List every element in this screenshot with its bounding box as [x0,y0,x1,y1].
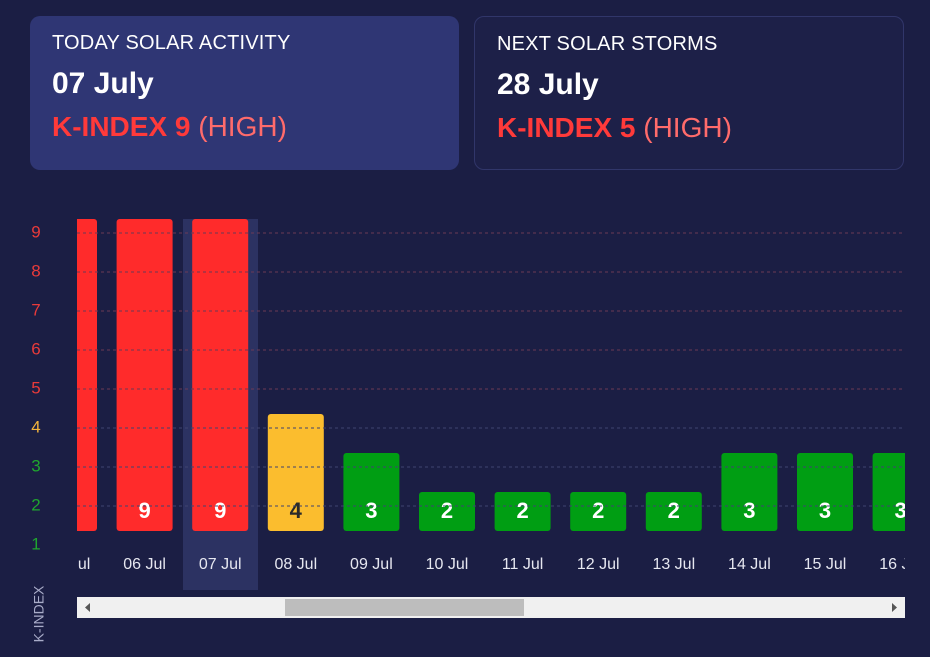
y-tick-label: 2 [31,495,40,514]
bar [721,453,778,531]
bar-value-label: 3 [365,498,377,523]
bar-value-label: 3 [819,498,831,523]
y-tick-label: 8 [31,261,40,280]
bar-value-label: 2 [668,498,680,523]
bar [192,219,249,531]
bar-value-label: 3 [743,498,755,523]
x-tick-label: 10 Jul [426,556,469,573]
y-tick-label: 1 [31,534,40,553]
bar [645,492,702,531]
x-tick-label: 14 Jul [728,556,771,573]
kindex-value: K-INDEX 9 [52,111,191,142]
bar [797,453,853,531]
bar [494,492,551,531]
bar-value-label: 9 [138,498,150,523]
kindex-value: K-INDEX 5 [497,112,636,143]
bar-value-label: 3 [894,498,906,523]
bar [419,492,475,531]
card-kindex: K-INDEX 5 (HIGH) [497,112,881,144]
x-tick-label: 11 Jul [502,556,544,573]
card-date: 28 July [497,68,599,101]
today-card[interactable]: TODAY SOLAR ACTIVITY 07 July K-INDEX 9 (… [30,16,459,170]
x-tick-label: 16 Jul [879,556,922,573]
bar-value-label: 2 [441,498,453,523]
bar-value-label: 9 [63,498,75,523]
x-tick-label: 09 Jul [350,556,393,573]
bar-value-label: 2 [516,498,528,523]
kindex-level: (HIGH) [643,112,732,143]
y-tick-label: 4 [31,417,40,436]
card-label: NEXT SOLAR STORMS [497,33,718,55]
bar [343,453,400,531]
bar [570,492,627,531]
bar [267,414,324,531]
bar-value-label: 9 [214,498,226,523]
scroll-left[interactable] [85,603,90,612]
bar [116,219,173,531]
y-tick-label: 6 [31,339,40,358]
plot-area[interactable]: 9 05 Jul 9 06 Jul 9 07 Jul 4 08 Jul 3 09 Jul 2 10 J… [41,219,929,597]
bar [872,453,905,531]
kindex-level: (HIGH) [198,111,287,142]
scroll-right[interactable] [892,603,897,612]
bar [77,219,97,531]
scroll-thumb[interactable] [285,599,524,616]
y-axis-label: K-INDEX [31,585,47,642]
x-tick-label: 06 Jul [123,556,166,573]
y-tick-label: 3 [31,456,40,475]
card-date: 07 July [52,67,154,100]
y-tick-label: 5 [31,378,40,397]
next-card[interactable]: NEXT SOLAR STORMS 28 July K-INDEX 5 (HIG… [474,16,904,170]
scrollbar[interactable] [77,597,905,618]
x-tick-label: 13 Jul [652,556,695,573]
y-tick-label: 9 [31,222,40,241]
card-label: TODAY SOLAR ACTIVITY [52,32,291,54]
bar-value-label: 4 [290,498,303,523]
y-tick-label: 7 [31,300,40,319]
x-tick-label: 15 Jul [804,556,847,573]
x-tick-label: 08 Jul [274,556,317,573]
bar-value-label: 2 [592,498,604,523]
card-kindex: K-INDEX 9 (HIGH) [52,111,437,143]
x-tick-label: 12 Jul [577,556,620,573]
x-tick-label: 05 Jul [48,556,91,573]
x-tick-label: 07 Jul [199,556,242,573]
